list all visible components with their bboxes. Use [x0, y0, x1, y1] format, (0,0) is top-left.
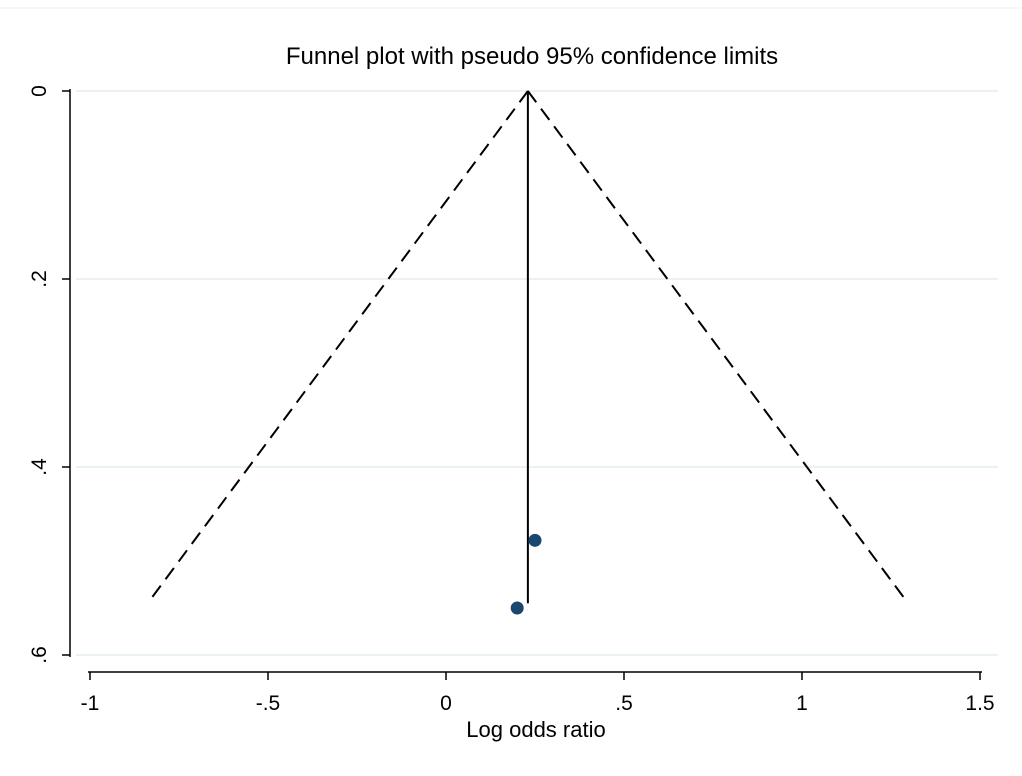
- study-points: [510, 533, 542, 615]
- x-tick-label-2: 0: [440, 692, 452, 715]
- y-tick-label-0: 0: [28, 85, 51, 97]
- study-point-0: [528, 533, 542, 547]
- funnel-lines: [146, 90, 909, 604]
- y-tick-label-2: .4: [28, 458, 51, 476]
- confidence-limit-left: [146, 90, 529, 604]
- x-tick-label-5: 1.5: [965, 692, 994, 715]
- confidence-limit-right: [527, 90, 909, 604]
- axes: 0 .2 .4 .6 -1 -.5 0 .5 1 1.5: [28, 85, 995, 715]
- study-point-1: [510, 601, 524, 615]
- gridlines: [76, 90, 998, 656]
- x-tick-label-3: .5: [615, 692, 633, 715]
- chart-title: Funnel plot with pseudo 95% confidence l…: [286, 43, 778, 70]
- x-axis-label: Log odds ratio: [466, 717, 605, 742]
- x-tick-label-4: 1: [796, 692, 808, 715]
- x-tick-label-0: -1: [81, 692, 100, 715]
- y-tick-label-3: .6: [28, 646, 51, 664]
- y-tick-label-1: .2: [28, 270, 51, 288]
- x-tick-label-1: -.5: [256, 692, 281, 715]
